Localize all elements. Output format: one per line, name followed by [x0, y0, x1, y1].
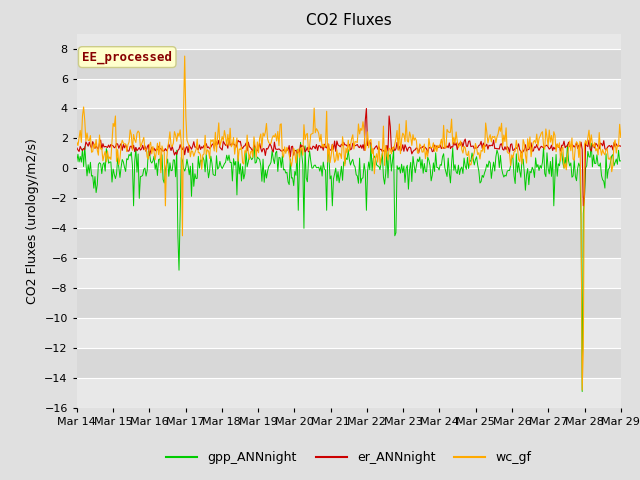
Bar — [77, 318, 621, 348]
Title: CO2 Fluxes: CO2 Fluxes — [306, 13, 392, 28]
Bar — [77, 108, 621, 138]
Bar — [77, 288, 621, 318]
gpp_ANNnight — [378, 150, 386, 156]
wc_gf — [617, 135, 625, 141]
Bar — [77, 48, 621, 79]
wc_gf — [243, 132, 251, 138]
Text: EE_processed: EE_processed — [82, 50, 172, 64]
er_ANNnight — [302, 147, 310, 153]
gpp_ANNnight — [579, 389, 586, 395]
Bar — [77, 79, 621, 108]
gpp_ANNnight — [303, 179, 311, 185]
er_ANNnight — [617, 144, 625, 149]
Bar — [77, 258, 621, 288]
er_ANNnight — [378, 149, 386, 155]
Bar — [77, 228, 621, 258]
gpp_ANNnight — [404, 186, 412, 192]
Bar — [77, 348, 621, 378]
Bar — [77, 198, 621, 228]
wc_gf — [73, 139, 81, 145]
er_ANNnight — [568, 142, 576, 147]
wc_gf — [303, 131, 311, 136]
Bar — [77, 168, 621, 198]
gpp_ANNnight — [474, 162, 481, 168]
Bar — [77, 138, 621, 168]
wc_gf — [181, 53, 189, 59]
er_ANNnight — [579, 203, 587, 209]
er_ANNnight — [73, 145, 81, 151]
wc_gf — [404, 139, 412, 145]
Line: er_ANNnight: er_ANNnight — [77, 108, 621, 206]
er_ANNnight — [363, 106, 371, 111]
gpp_ANNnight — [617, 158, 625, 164]
er_ANNnight — [404, 145, 412, 151]
Bar — [77, 378, 621, 408]
Y-axis label: CO2 Fluxes (urology/m2/s): CO2 Fluxes (urology/m2/s) — [26, 138, 38, 304]
wc_gf — [579, 387, 586, 393]
wc_gf — [568, 135, 576, 141]
Line: wc_gf: wc_gf — [77, 56, 621, 390]
Legend: gpp_ANNnight, er_ANNnight, wc_gf: gpp_ANNnight, er_ANNnight, wc_gf — [161, 446, 536, 469]
gpp_ANNnight — [242, 148, 250, 154]
er_ANNnight — [242, 140, 250, 146]
wc_gf — [474, 152, 481, 157]
gpp_ANNnight — [568, 174, 576, 180]
Line: gpp_ANNnight: gpp_ANNnight — [77, 142, 621, 392]
gpp_ANNnight — [73, 159, 81, 165]
wc_gf — [378, 151, 386, 157]
er_ANNnight — [474, 144, 481, 150]
gpp_ANNnight — [250, 139, 258, 144]
